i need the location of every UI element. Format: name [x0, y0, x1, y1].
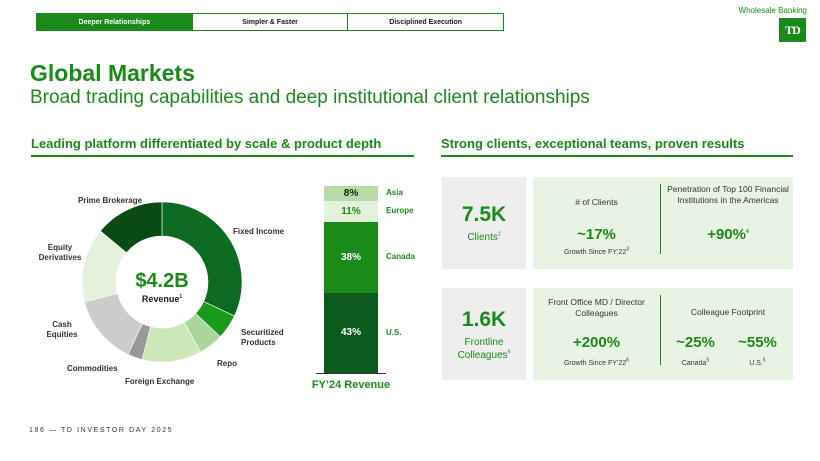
bar-baseline [316, 373, 386, 374]
revenue-donut-chart [82, 202, 242, 362]
left-section-rule [31, 155, 414, 157]
bar-segment-u-s-: 43% [324, 292, 378, 373]
penetration-label: Penetration of Top 100 Financial Institu… [667, 184, 789, 205]
right-section-rule [441, 155, 793, 157]
tab-simpler-faster[interactable]: Simpler & Faster [191, 14, 348, 30]
donut-center-value: $4.2B [135, 270, 189, 292]
label-commodities: Commodities [67, 364, 118, 373]
bar-label-us: U.S. [386, 327, 402, 337]
clients-divider [660, 184, 661, 254]
label-cash-equities: Cash Equities [46, 320, 78, 339]
donut-slice-fixed-income [161, 202, 242, 317]
clients-kpi-box: 7.5K Clients2 [442, 177, 526, 269]
us-footprint-value: ~55% [738, 334, 777, 351]
page-footer: 186 — TD INVESTOR DAY 2025 [29, 427, 174, 434]
canada-footprint-value: ~25% [676, 334, 715, 351]
bar-segment-asia: 8% [324, 186, 378, 201]
label-fixed-income: Fixed Income [233, 227, 285, 236]
bar-label-canada: Canada [386, 252, 415, 262]
label-equity-derivatives: Equity Derivatives [38, 243, 82, 262]
revenue-by-region-bar: 8% 11% 38% 43% [324, 186, 378, 373]
clients-growth-note: Growth Since FY’223 [563, 246, 630, 256]
bar-segment-canada: 38% [324, 221, 378, 293]
colleagues-kpi-box: 1.6K Frontline Colleagues5 [442, 288, 526, 380]
page-subtitle: Broad trading capabilities and deep inst… [30, 87, 590, 108]
label-prime-brokerage: Prime Brokerage [78, 196, 143, 205]
colleagues-divider [660, 295, 661, 365]
page-title: Global Markets [30, 60, 195, 86]
bar-label-europe: Europe [386, 206, 414, 216]
section-tabs: Deeper Relationships Simpler & Faster Di… [36, 13, 504, 31]
clients-growth-value: ~17% [577, 226, 616, 243]
canada-footprint-label: Canada5 [681, 357, 710, 367]
bar-caption: FY’24 Revenue [311, 379, 391, 391]
bar-segment-europe: 11% [324, 200, 378, 222]
tab-deeper-relationships[interactable]: Deeper Relationships [37, 14, 192, 30]
td-logo: TD [779, 18, 806, 42]
colleagues-count: 1.6K [461, 308, 507, 331]
clients-caption: Clients2 [467, 231, 501, 243]
label-repo: Repo [217, 359, 237, 368]
front-office-growth-note: Growth Since FY’226 [563, 357, 630, 367]
bar-label-asia: Asia [386, 188, 403, 198]
penetration-value: +90%4 [707, 226, 749, 243]
clients-detail-box: # of Clients ~17% Growth Since FY’223 Pe… [533, 177, 793, 269]
front-office-label: Front Office MD / Director Colleagues [548, 297, 645, 318]
tab-disciplined-execution[interactable]: Disciplined Execution [347, 14, 504, 30]
left-section-heading: Leading platform differentiated by scale… [31, 136, 382, 151]
colleagues-caption-line1: Frontline [464, 337, 504, 348]
label-securitized-products: Securitized Products [241, 328, 284, 347]
colleagues-caption-line2: Colleagues5 [457, 349, 511, 361]
donut-slice-prime-brokerage [99, 202, 163, 254]
clients-count: 7.5K [461, 203, 507, 226]
donut-center-label: Revenue1 [141, 294, 183, 304]
label-foreign-exchange: Foreign Exchange [125, 377, 195, 386]
division-label: Wholesale Banking [738, 6, 807, 15]
front-office-growth-value: +200% [572, 334, 621, 351]
colleague-footprint-label: Colleague Footprint [690, 307, 766, 317]
right-section-heading: Strong clients, exceptional teams, prove… [441, 136, 745, 151]
colleagues-detail-box: Front Office MD / Director Colleagues +2… [533, 288, 793, 380]
clients-count-label: # of Clients [575, 197, 618, 207]
us-footprint-label: U.S.5 [749, 357, 766, 367]
